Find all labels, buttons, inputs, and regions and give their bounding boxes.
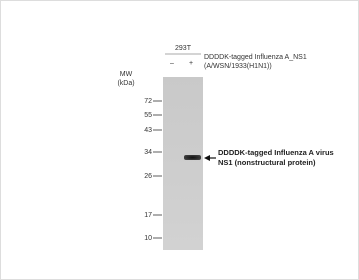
- cell-line-label: 293T: [175, 45, 192, 52]
- blot-membrane: [163, 77, 203, 250]
- page: 293T – + DDDDK-tagged Influenza A_NS1 (A…: [0, 0, 359, 280]
- mw-label: MW: [120, 71, 133, 78]
- lane-label: –: [170, 60, 174, 67]
- marker-label: 17: [144, 212, 152, 219]
- band-annotation: DDDDK-tagged Influenza A virus: [218, 148, 334, 157]
- marker-label: 43: [144, 127, 152, 134]
- blot-figure: 293T – + DDDDK-tagged Influenza A_NS1 (A…: [0, 0, 359, 280]
- antigen-strain: (A/WSN/1933(H1N1)): [204, 63, 272, 70]
- marker-label: 10: [144, 235, 152, 242]
- marker-label: 72: [144, 98, 152, 105]
- lane-label: +: [189, 60, 193, 67]
- band-annotation: NS1 (nonstructural protein): [218, 158, 316, 167]
- protein-band: [184, 155, 201, 160]
- marker-label: 26: [144, 173, 152, 180]
- mw-unit: (kDa): [117, 80, 134, 87]
- marker-label: 34: [144, 149, 152, 156]
- marker-label: 55: [144, 112, 152, 119]
- antigen-label: DDDDK-tagged Influenza A_NS1: [204, 54, 307, 61]
